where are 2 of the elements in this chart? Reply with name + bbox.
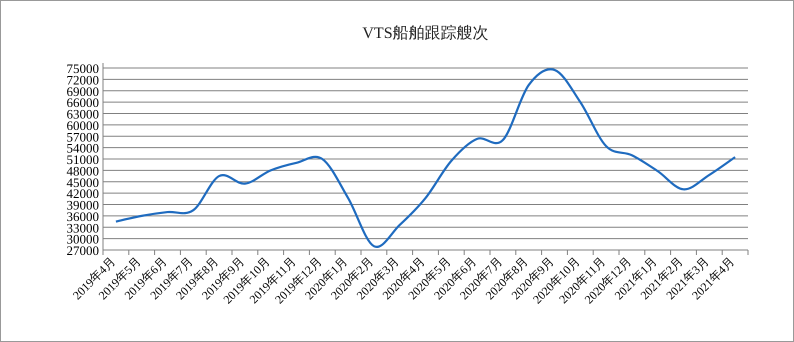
chart-title: VTS船舶跟踪艘次 [362, 24, 489, 42]
line-series [114, 68, 736, 248]
